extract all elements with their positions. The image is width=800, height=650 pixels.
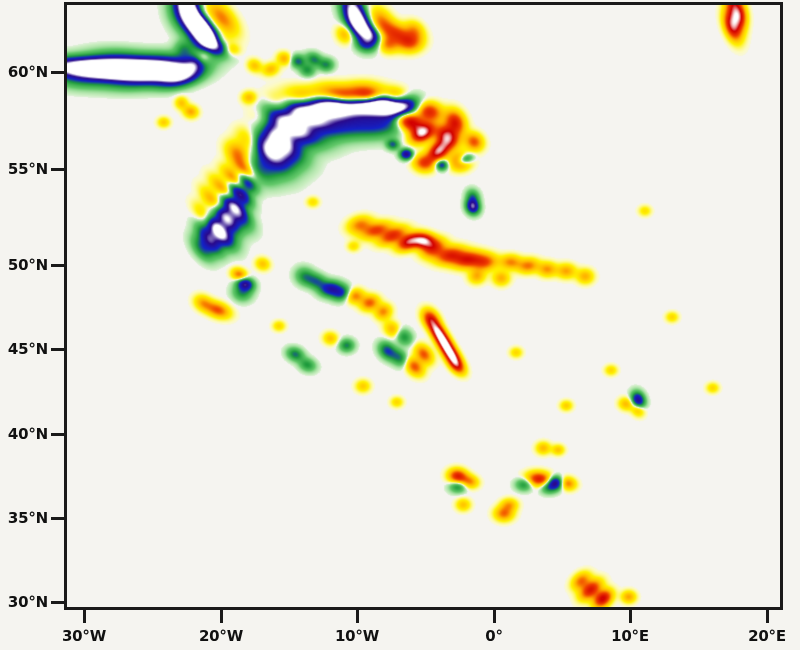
lat-tick-label: 55°N: [7, 160, 48, 178]
lat-tick-mark: [51, 168, 64, 171]
lon-tick-mark: [766, 610, 769, 623]
lon-tick-label: 20°E: [748, 627, 786, 645]
lat-tick-mark: [51, 348, 64, 351]
lon-tick-label: 0°: [485, 627, 503, 645]
lon-tick-mark: [629, 610, 632, 623]
lon-tick-mark: [220, 610, 223, 623]
lon-tick-mark: [493, 610, 496, 623]
lon-tick-label: 30°W: [61, 627, 107, 645]
lat-tick-mark: [51, 433, 64, 436]
lat-tick-mark: [51, 71, 64, 74]
lon-tick-label: 10°W: [334, 627, 380, 645]
lat-tick-label: 60°N: [7, 63, 48, 81]
lat-tick-label: 50°N: [7, 256, 48, 274]
lat-tick-label: 45°N: [7, 340, 48, 358]
lon-tick-mark: [356, 610, 359, 623]
lat-tick-label: 35°N: [7, 509, 48, 527]
lat-tick-label: 40°N: [7, 425, 48, 443]
lon-tick-label: 10°E: [611, 627, 649, 645]
lat-tick-mark: [51, 264, 64, 267]
lat-tick-mark: [51, 601, 64, 604]
lon-tick-label: 20°W: [198, 627, 244, 645]
lat-tick-mark: [51, 517, 64, 520]
anomaly-field-heatmap: [67, 5, 780, 607]
lat-tick-label: 30°N: [7, 593, 48, 611]
map-plot-frame: [64, 2, 783, 610]
lon-tick-mark: [83, 610, 86, 623]
